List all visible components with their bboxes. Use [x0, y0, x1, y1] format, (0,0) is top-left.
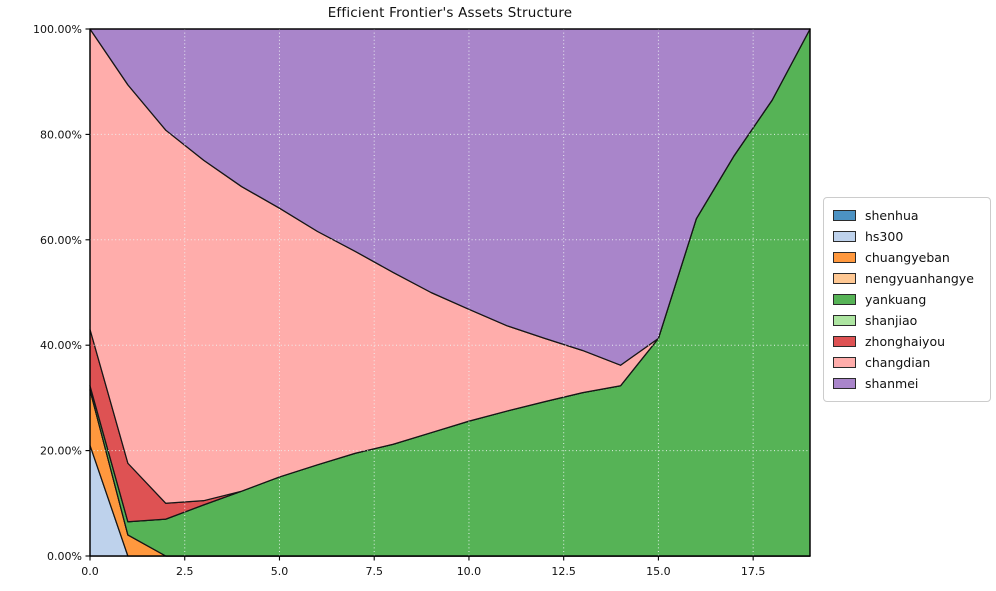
x-tick-label: 15.0: [646, 565, 671, 578]
legend-label: hs300: [865, 229, 904, 244]
legend-swatch-changdian: [833, 357, 856, 368]
legend-item-zhonghaiyou: zhonghaiyou: [833, 331, 978, 352]
legend-label: zhonghaiyou: [865, 334, 946, 349]
legend-swatch-shanjiao: [833, 315, 856, 326]
x-tick-label: 0.0: [81, 565, 99, 578]
legend-label: chuangyeban: [865, 250, 950, 265]
x-tick-label: 12.5: [551, 565, 576, 578]
legend-swatch-zhonghaiyou: [833, 336, 856, 347]
legend-swatch-nengyuanhangye: [833, 273, 856, 284]
legend-item-shanjiao: shanjiao: [833, 310, 978, 331]
legend-label: changdian: [865, 355, 931, 370]
plot-border: [89, 28, 811, 557]
legend-label: shenhua: [865, 208, 919, 223]
y-tick-label: 0.00%: [47, 550, 82, 563]
x-tick-label: 2.5: [176, 565, 194, 578]
legend-swatch-chuangyeban: [833, 252, 856, 263]
legend: shenhua hs300 chuangyeban nengyuanhangye yan…: [823, 197, 991, 402]
legend-item-chuangyeban: chuangyeban: [833, 247, 978, 268]
x-tick-label: 7.5: [365, 565, 383, 578]
legend-label: shanmei: [865, 376, 919, 391]
y-tick-label: 100.00%: [33, 23, 82, 36]
legend-item-yankuang: yankuang: [833, 289, 978, 310]
legend-item-shenhua: shenhua: [833, 205, 978, 226]
legend-swatch-yankuang: [833, 294, 856, 305]
legend-label: nengyuanhangye: [865, 271, 974, 286]
legend-swatch-hs300: [833, 231, 856, 242]
chart-title: Efficient Frontier's Assets Structure: [327, 5, 573, 21]
legend-label: shanjiao: [865, 313, 918, 328]
y-tick-label: 20.00%: [40, 445, 82, 458]
x-tick-label: 10.0: [457, 565, 482, 578]
legend-label: yankuang: [865, 292, 927, 307]
y-tick-label: 80.00%: [40, 128, 82, 141]
legend-item-nengyuanhangye: nengyuanhangye: [833, 268, 978, 289]
y-tick-label: 40.00%: [40, 339, 82, 352]
legend-item-changdian: changdian: [833, 352, 978, 373]
legend-item-shanmei: shanmei: [833, 373, 978, 394]
x-tick-label: 17.5: [741, 565, 766, 578]
legend-item-hs300: hs300: [833, 226, 978, 247]
y-tick-label: 60.00%: [40, 234, 82, 247]
legend-swatch-shenhua: [833, 210, 856, 221]
legend-swatch-shanmei: [833, 378, 856, 389]
x-tick-label: 5.0: [271, 565, 289, 578]
